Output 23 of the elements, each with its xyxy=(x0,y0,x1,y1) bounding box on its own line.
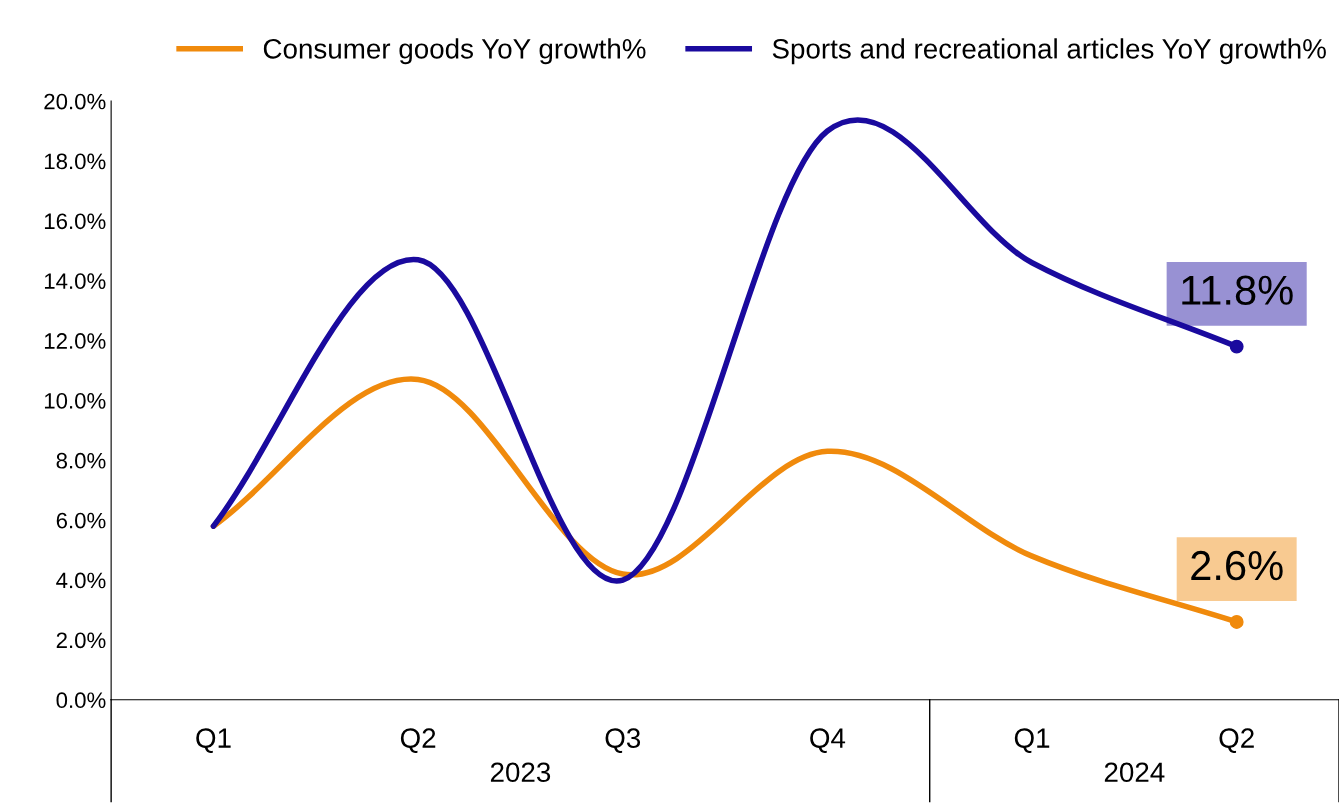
x-tick-label: Q2 xyxy=(400,728,436,753)
x-tick-label: Q1 xyxy=(196,728,231,753)
y-tick-label: 12.0% xyxy=(44,333,106,349)
y-tick-label: 10.0% xyxy=(44,392,106,409)
y-tick-label: 14.0% xyxy=(44,273,106,289)
x-tick-label: Q2 xyxy=(1219,728,1254,753)
y-tick-label: 6.0% xyxy=(56,512,106,529)
y-tick-label: 0.0% xyxy=(56,692,106,709)
legend-label: Sports and recreational articles YoY growth% xyxy=(772,38,1326,65)
y-tick-label: 2.0% xyxy=(56,632,106,649)
x-tick-label: Q4 xyxy=(810,728,846,753)
data-label: 11.8% xyxy=(1182,275,1293,305)
data-label: 2.6% xyxy=(1191,550,1283,581)
y-tick-label: 4.0% xyxy=(56,572,106,589)
y-tick-label: 20.0% xyxy=(44,93,106,110)
x-tick-label: Q3 xyxy=(605,728,641,753)
text: 2024 xyxy=(1104,762,1165,783)
legend-label: Consumer goods YoY growth% xyxy=(263,38,646,65)
text: 2023 xyxy=(490,762,551,783)
y-tick-label: 8.0% xyxy=(56,452,106,469)
x-tick-label: Q1 xyxy=(1014,728,1050,753)
y-tick-label: 16.0% xyxy=(44,213,106,230)
y-tick-label: 18.0% xyxy=(44,153,106,170)
